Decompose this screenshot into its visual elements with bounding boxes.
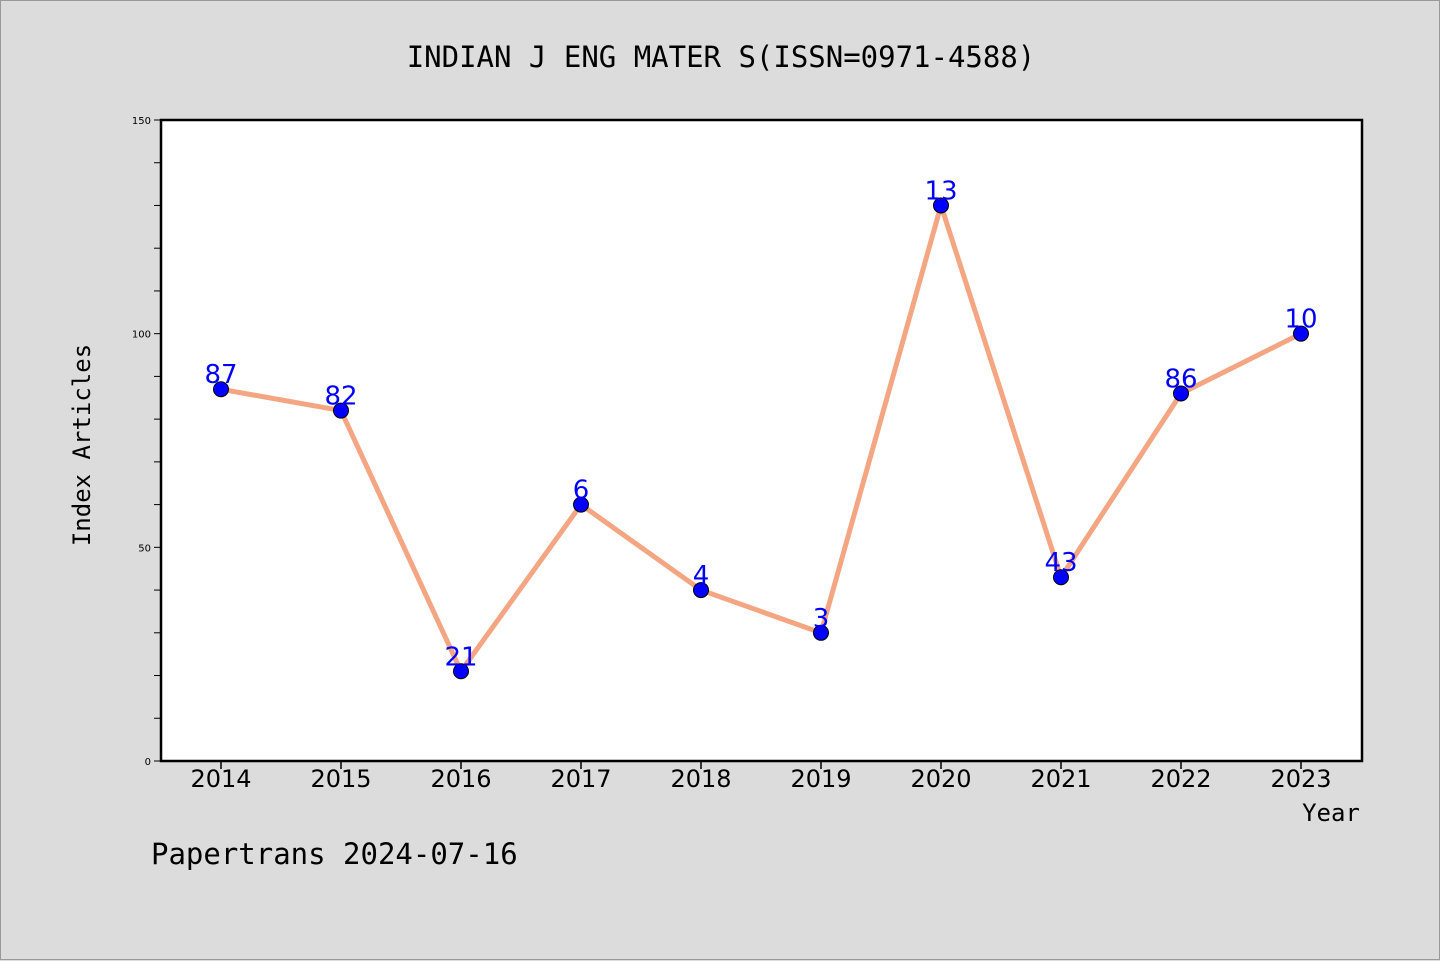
- data-point: [813, 624, 829, 641]
- data-point: [693, 582, 709, 599]
- series-line: [220, 196, 1303, 677]
- data-point: [573, 496, 589, 513]
- data-label: 4: [693, 561, 710, 591]
- data-point: [1293, 325, 1309, 342]
- x-tick-label: 2022: [1150, 765, 1211, 793]
- data-label: 6: [573, 476, 590, 506]
- y-tick-label: 0: [145, 757, 151, 768]
- chart-title: INDIAN J ENG MATER S(ISSN=0971-4588): [407, 40, 1036, 74]
- data-label: 86: [1164, 364, 1197, 394]
- data-label: 43: [1044, 548, 1077, 578]
- data-label: 82: [324, 382, 357, 412]
- x-tick-label: 2020: [910, 765, 971, 793]
- y-axis-label: Index Articles: [68, 344, 96, 546]
- x-tick-label: 2021: [1030, 765, 1091, 793]
- data-label: 13: [924, 176, 957, 206]
- data-point: [453, 663, 469, 680]
- data-label: 87: [204, 360, 237, 390]
- data-point: [213, 381, 229, 398]
- x-tick-label: 2023: [1270, 765, 1331, 793]
- series-line-group: [220, 196, 1303, 677]
- x-tick-label: 2017: [550, 765, 611, 793]
- plot-area: [159, 118, 1364, 763]
- axis-ticks: 0 50 100 150 2014 2015 2016 2017 2018 2019 2020 202…: [132, 116, 1332, 793]
- data-point: [1053, 569, 1069, 586]
- data-point: [333, 402, 349, 419]
- data-point: [1173, 385, 1189, 402]
- x-tick-label: 2015: [310, 765, 371, 793]
- footer-text: Papertrans 2024-07-16: [151, 837, 518, 871]
- data-label: 3: [813, 604, 830, 634]
- y-tick-label: 50: [138, 543, 151, 554]
- data-point: [933, 197, 949, 214]
- x-axis-label: Year: [1302, 799, 1360, 827]
- y-tick-label: 100: [132, 330, 151, 341]
- markers-group: [213, 197, 1309, 680]
- x-tick-label: 2014: [190, 765, 251, 793]
- x-tick-label: 2018: [670, 765, 731, 793]
- y-tick-label: 150: [132, 116, 151, 127]
- data-label: 21: [444, 642, 477, 672]
- x-tick-label: 2016: [430, 765, 491, 793]
- x-tick-label: 2019: [790, 765, 851, 793]
- data-label: 10: [1284, 305, 1317, 335]
